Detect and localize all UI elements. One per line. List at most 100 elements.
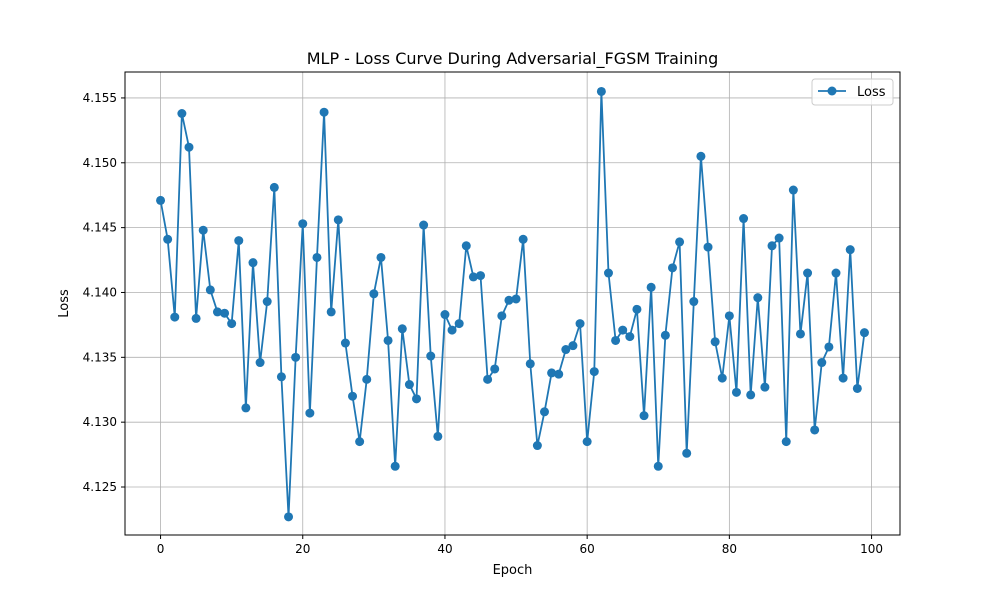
data-point xyxy=(703,242,713,252)
data-point xyxy=(234,236,244,246)
data-point xyxy=(632,304,642,314)
data-point xyxy=(618,325,628,335)
data-point xyxy=(397,324,407,334)
data-point xyxy=(284,512,294,522)
y-tick-label: 4.150 xyxy=(83,156,117,170)
data-point xyxy=(362,374,372,384)
x-tick-label: 80 xyxy=(722,542,737,556)
data-point xyxy=(646,282,656,292)
data-point xyxy=(554,369,564,379)
data-point xyxy=(419,220,429,230)
data-point xyxy=(817,358,827,368)
data-point xyxy=(326,307,336,317)
plot-frame xyxy=(124,71,901,536)
data-point xyxy=(532,441,542,451)
data-point xyxy=(447,325,457,335)
data-point xyxy=(717,373,727,383)
data-point xyxy=(355,437,365,447)
data-point xyxy=(348,391,358,401)
data-point xyxy=(312,252,322,262)
data-point xyxy=(803,268,813,278)
chart-title: MLP - Loss Curve During Adversarial_FGSM… xyxy=(307,49,719,69)
data-point xyxy=(276,372,286,382)
data-point xyxy=(212,307,222,317)
data-point xyxy=(461,241,471,251)
series-loss xyxy=(156,86,869,522)
data-point xyxy=(767,241,777,251)
data-point xyxy=(483,374,493,384)
y-tick-label: 4.130 xyxy=(83,415,117,429)
data-point xyxy=(433,431,443,441)
data-point xyxy=(568,341,578,351)
data-point xyxy=(682,448,692,458)
y-tick-label: 4.135 xyxy=(83,350,117,364)
data-point xyxy=(454,319,464,329)
data-point xyxy=(596,86,606,96)
data-point xyxy=(838,373,848,383)
data-point xyxy=(255,358,265,368)
data-point xyxy=(739,214,749,224)
data-point xyxy=(170,312,180,322)
data-point xyxy=(191,313,201,323)
data-point xyxy=(639,411,649,421)
y-tick-label: 4.140 xyxy=(83,285,117,299)
data-point xyxy=(731,387,741,397)
data-point xyxy=(468,272,478,282)
data-point xyxy=(788,185,798,195)
grid-lines xyxy=(125,72,900,535)
x-tick-label: 100 xyxy=(860,542,883,556)
data-point xyxy=(291,352,301,362)
data-point xyxy=(390,461,400,471)
data-point xyxy=(262,297,272,307)
data-point xyxy=(404,380,414,390)
data-point xyxy=(852,383,862,393)
data-point xyxy=(525,359,535,369)
data-point xyxy=(476,271,486,281)
legend: Loss xyxy=(811,78,894,106)
data-point xyxy=(845,245,855,255)
data-point xyxy=(774,233,784,243)
y-tick-label: 4.155 xyxy=(83,91,117,105)
data-point xyxy=(653,461,663,471)
x-tick-label: 60 xyxy=(580,542,595,556)
x-tick-label: 0 xyxy=(157,542,165,556)
x-tick-label: 20 xyxy=(295,542,310,556)
data-point xyxy=(490,364,500,374)
data-point xyxy=(205,285,215,295)
y-axis-ticks: 4.125 4.130 4.135 4.140 4.145 4.150 4.155 xyxy=(83,91,125,494)
data-point xyxy=(547,368,557,378)
data-point xyxy=(611,335,621,345)
data-point xyxy=(177,109,187,119)
data-point xyxy=(511,294,521,304)
data-point xyxy=(660,330,670,340)
data-point xyxy=(667,263,677,273)
data-point xyxy=(824,342,834,352)
x-axis-label: Epoch xyxy=(493,563,533,578)
y-tick-label: 4.125 xyxy=(83,480,117,494)
data-point xyxy=(795,329,805,339)
data-point xyxy=(753,293,763,303)
data-point xyxy=(220,308,230,318)
data-point xyxy=(333,215,343,225)
y-axis-label: Loss xyxy=(57,289,72,318)
x-axis-ticks: 0 20 40 60 80 100 xyxy=(157,535,883,556)
data-point xyxy=(198,225,208,235)
data-point xyxy=(696,151,706,161)
data-point xyxy=(582,437,592,447)
data-point xyxy=(504,295,514,305)
legend-marker-sample xyxy=(827,86,837,96)
data-point xyxy=(426,351,436,361)
data-point xyxy=(859,328,869,338)
data-point xyxy=(603,268,613,278)
data-point xyxy=(518,234,528,244)
x-tick-label: 40 xyxy=(437,542,452,556)
data-point xyxy=(369,289,379,299)
data-point xyxy=(625,332,635,342)
y-tick-label: 4.145 xyxy=(83,221,117,235)
data-point xyxy=(781,437,791,447)
data-point xyxy=(319,107,329,117)
data-point xyxy=(575,319,585,329)
data-point xyxy=(675,237,685,247)
data-point xyxy=(383,335,393,345)
